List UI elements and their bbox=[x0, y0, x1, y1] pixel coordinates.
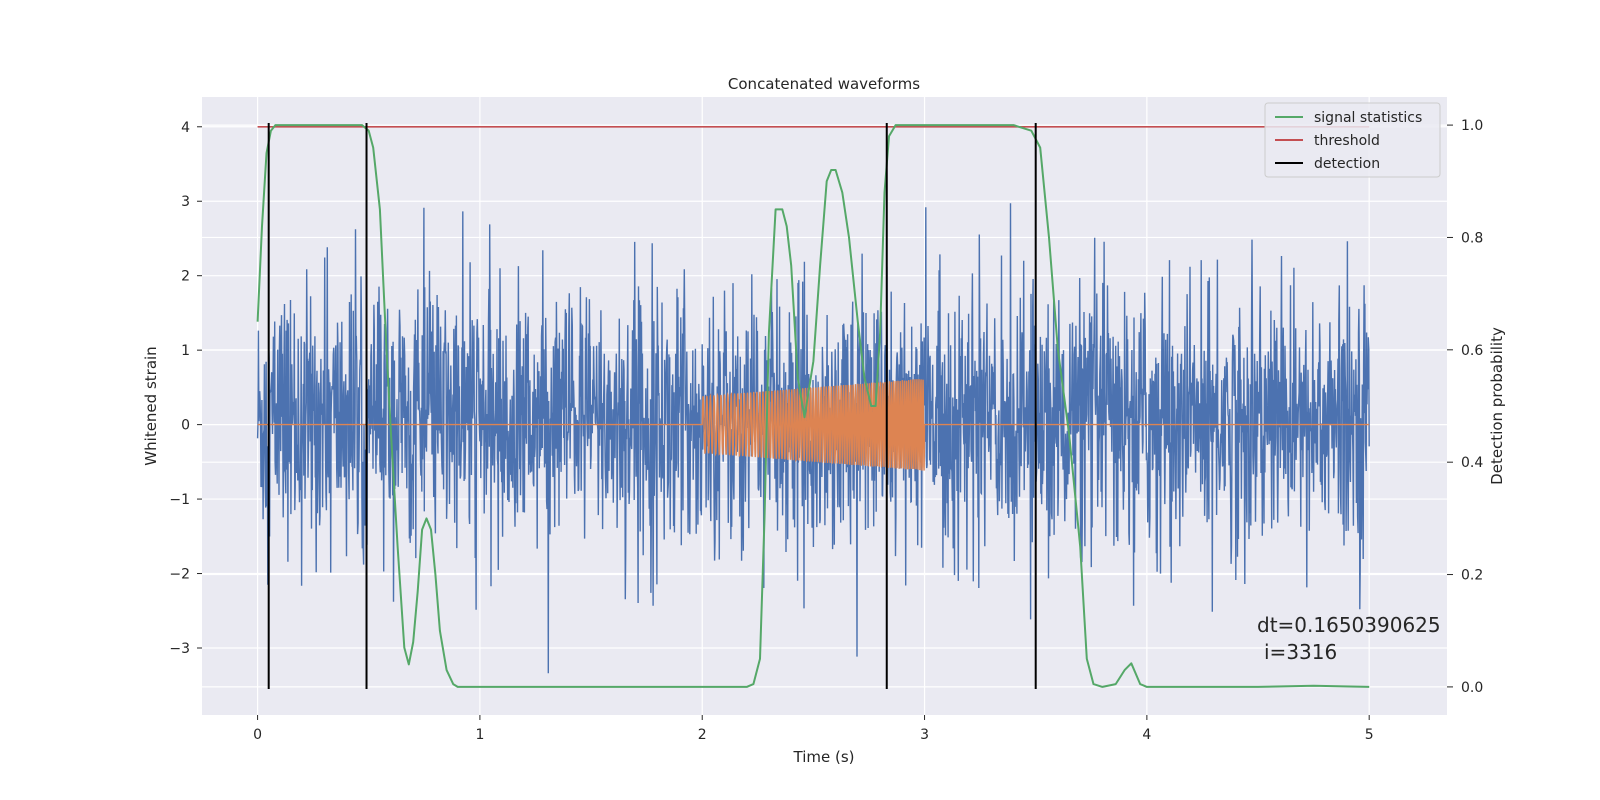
x-tick-label: 5 bbox=[1365, 727, 1374, 743]
legend-label-detection: detection bbox=[1314, 156, 1380, 172]
legend-label-threshold: threshold bbox=[1314, 133, 1380, 149]
y-tick-label: 4 bbox=[181, 120, 190, 136]
y2-tick-label: 0.4 bbox=[1461, 455, 1483, 471]
x-tick-label: 4 bbox=[1142, 727, 1151, 743]
x-tick-label: 1 bbox=[475, 727, 484, 743]
whitened-strain-series bbox=[256, 203, 1370, 674]
y-tick-label: −2 bbox=[169, 567, 190, 583]
y2-tick-label: 0.2 bbox=[1461, 568, 1483, 584]
y2-tick-label: 1.0 bbox=[1461, 118, 1483, 134]
y2-tick-label: 0.0 bbox=[1461, 680, 1483, 696]
y2-tick-label: 0.8 bbox=[1461, 230, 1483, 246]
legend-box bbox=[1264, 102, 1441, 178]
legend: signal statistics threshold detection bbox=[1264, 102, 1441, 178]
y-tick-label: 2 bbox=[181, 269, 190, 285]
x-tick-label: 3 bbox=[920, 727, 929, 743]
x-axis-label: Time (s) bbox=[793, 748, 855, 766]
y-tick-label: 0 bbox=[181, 418, 190, 434]
y2-axis-label: Detection probability bbox=[1488, 327, 1506, 485]
y-axis-label: Whitened strain bbox=[142, 346, 160, 465]
detection-series bbox=[267, 123, 1037, 689]
chart-title: Concatenated waveforms bbox=[728, 75, 920, 93]
y-tick-label: 1 bbox=[181, 343, 190, 359]
signal-statistics-series bbox=[256, 124, 1370, 688]
tick-labels: 0 1 2 3 4 5 −3 −2 −1 0 1 2 3 4 0.0 0.2 0.4 0.6 0.8 1.0 bbox=[169, 118, 1483, 743]
legend-label-signal-statistics: signal statistics bbox=[1314, 110, 1422, 126]
annotation-dt: dt=0.1650390625 bbox=[1257, 613, 1441, 637]
signal-statistics-line bbox=[256, 124, 1370, 688]
y-tick-label: −1 bbox=[169, 492, 190, 508]
y-tick-label: 3 bbox=[181, 194, 190, 210]
x-tick-label: 0 bbox=[253, 727, 262, 743]
annotation-i: i=3316 bbox=[1264, 640, 1337, 664]
strain-line bbox=[256, 203, 1370, 674]
y-tick-label: −3 bbox=[169, 641, 190, 657]
x-tick-label: 2 bbox=[698, 727, 707, 743]
y2-tick-label: 0.6 bbox=[1461, 343, 1483, 359]
